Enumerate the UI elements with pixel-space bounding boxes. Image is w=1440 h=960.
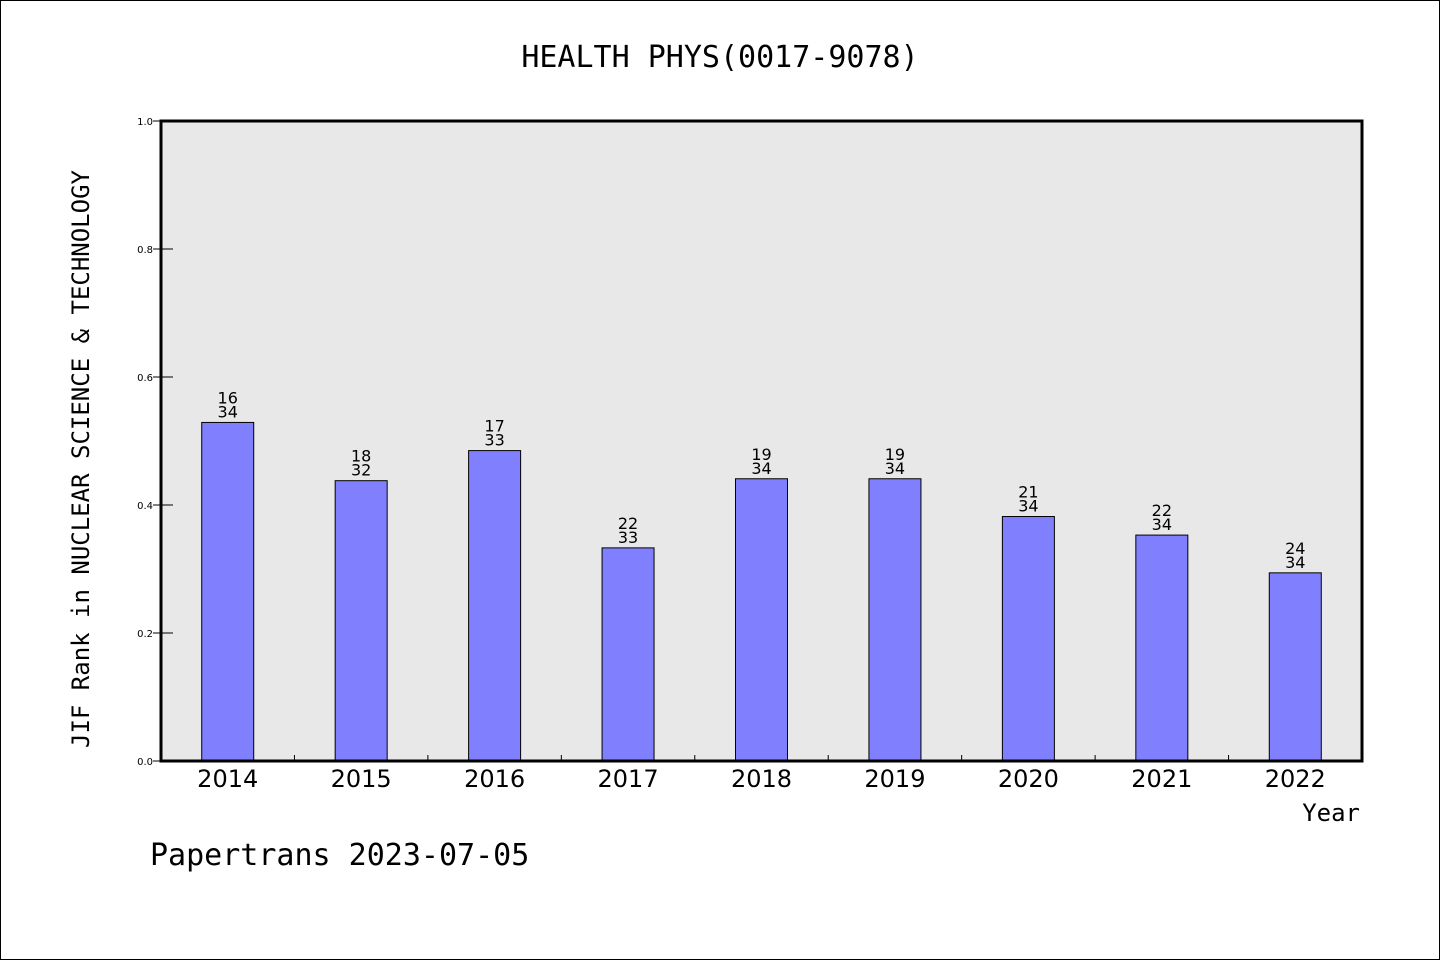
bar-labels: 1634201418322015173320162233201719342018… (197, 388, 1326, 793)
y-tick-label: 0.4 (137, 501, 153, 512)
y-tick-label: 0.0 (137, 757, 153, 768)
x-tick-label: 2014 (197, 765, 258, 793)
y-tick-label: 1.0 (137, 117, 153, 128)
x-tick-label: 2016 (464, 765, 525, 793)
chart-title: HEALTH PHYS(0017-9078) (521, 40, 918, 75)
y-tick-label: 0.6 (137, 373, 153, 384)
bars (201, 421, 1322, 762)
bar-2016 (468, 450, 522, 762)
bar-rank-label: 22 (618, 514, 638, 533)
bar-rank-label: 19 (885, 445, 905, 464)
bar-2022 (1268, 572, 1322, 762)
bar-rank-label: 24 (1285, 539, 1305, 558)
bar-total-label: 32 (351, 461, 371, 480)
x-tick-label: 2022 (1265, 765, 1326, 793)
bar-total-label: 34 (218, 402, 238, 421)
bar-2021 (1135, 534, 1189, 762)
bar-total-label: 34 (1018, 497, 1038, 516)
x-tick-label: 2021 (1131, 765, 1192, 793)
bar-2017 (601, 547, 655, 762)
bar-total-label: 33 (618, 528, 638, 547)
bar-2020 (1001, 516, 1055, 762)
bar-total-label: 34 (1152, 515, 1172, 534)
x-tick-label: 2020 (998, 765, 1059, 793)
x-axis-label: Year (1302, 799, 1360, 827)
bar-2019 (868, 478, 922, 762)
y-tick-label: 0.8 (137, 245, 153, 256)
x-tick-label: 2015 (331, 765, 392, 793)
x-tick-label: 2019 (864, 765, 925, 793)
bar-rank-label: 19 (751, 445, 771, 464)
bar-total-label: 34 (885, 459, 905, 478)
bar-total-label: 34 (751, 459, 771, 478)
bar-rank-label: 22 (1152, 501, 1172, 520)
bar-total-label: 33 (484, 431, 504, 450)
plot-border (159, 119, 1364, 763)
bar-total-label: 34 (1285, 553, 1305, 572)
bar-2015 (334, 480, 388, 762)
footer-caption: Papertrans 2023-07-05 (150, 838, 529, 873)
bar-rank-label: 17 (484, 417, 504, 436)
x-tick-label: 2017 (598, 765, 659, 793)
x-tick-label: 2018 (731, 765, 792, 793)
bar-rank-label: 21 (1018, 483, 1038, 502)
bar-2018 (735, 478, 788, 762)
bar-2014 (201, 421, 255, 762)
bar-rank-label: 16 (218, 388, 238, 407)
bar-rank-label: 18 (351, 447, 371, 466)
y-axis-label: JIF Rank in NUCLEAR SCIENCE & TECHNOLOGY (67, 169, 95, 748)
y-tick-label: 0.2 (137, 629, 153, 640)
